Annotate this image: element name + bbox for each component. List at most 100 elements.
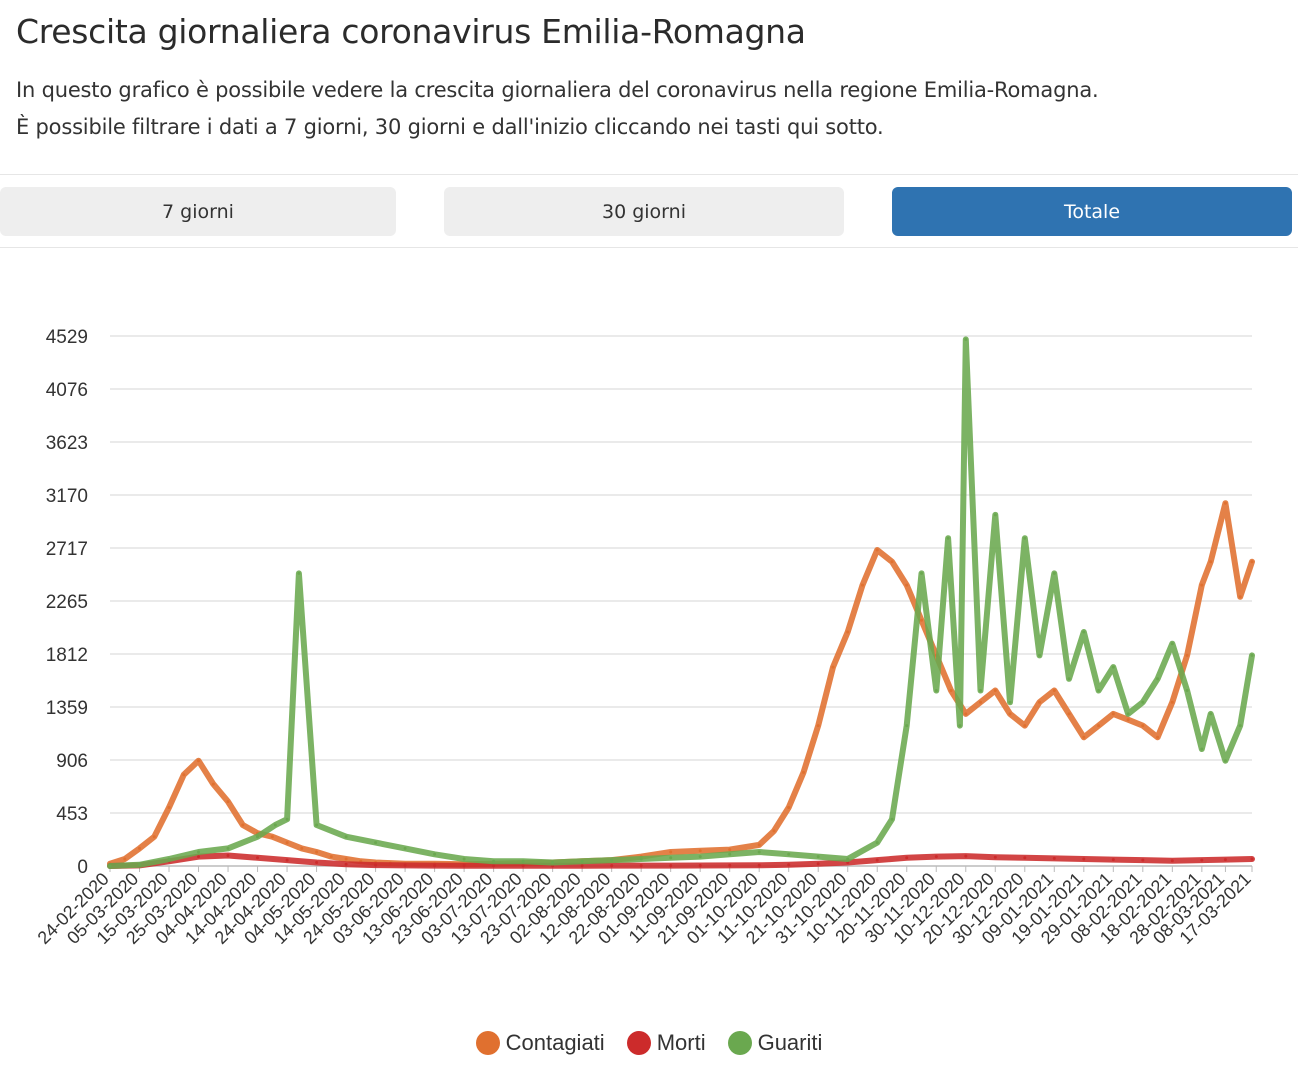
data-point-guariti — [1156, 677, 1160, 681]
data-point-morti — [1170, 859, 1174, 863]
y-tick-label: 3623 — [46, 433, 88, 454]
data-point-morti — [580, 864, 584, 868]
data-point-guariti — [108, 864, 112, 868]
data-point-guariti — [315, 823, 319, 827]
data-point-guariti — [197, 850, 200, 854]
data-point-contagiati — [1052, 689, 1056, 692]
series-lines — [107, 336, 1255, 869]
data-point-morti — [875, 858, 879, 862]
data-point-morti — [1250, 857, 1254, 861]
data-point-morti — [757, 863, 761, 867]
data-point-guariti — [273, 823, 277, 827]
data-point-guariti — [551, 861, 555, 864]
data-point-contagiati — [152, 835, 156, 839]
data-point-guariti — [1170, 642, 1174, 646]
data-point-morti — [197, 855, 200, 859]
data-point-contagiati — [123, 857, 127, 861]
data-point-contagiati — [1238, 595, 1242, 599]
data-point-contagiati — [1023, 724, 1027, 728]
y-tick-label: 906 — [56, 751, 88, 772]
legend-swatch-contagiati — [475, 1031, 500, 1055]
data-point-morti — [344, 862, 348, 866]
data-point-guariti — [979, 689, 982, 692]
legend-item-morti[interactable]: Morti — [626, 1030, 706, 1056]
data-point-guariti — [946, 536, 950, 540]
data-point-contagiati — [1223, 501, 1227, 505]
y-axis: 0 453 906 1359 1812 2265 2717 3170 3623 4076 4529 — [46, 327, 88, 878]
data-point-guariti — [728, 852, 732, 856]
y-tick-label: 1359 — [46, 698, 88, 719]
data-point-guariti — [1185, 689, 1189, 692]
data-point-contagiati — [1126, 718, 1130, 722]
data-point-morti — [1052, 856, 1056, 860]
data-point-contagiati — [1170, 700, 1174, 704]
data-point-guariti — [787, 852, 791, 856]
data-point-contagiati — [182, 773, 186, 777]
y-tick-label: 2265 — [46, 592, 88, 613]
data-point-contagiati — [846, 630, 850, 634]
data-point-guariti — [1082, 630, 1086, 634]
data-point-guariti — [403, 846, 407, 850]
data-point-guariti — [1200, 747, 1204, 751]
data-point-guariti — [344, 835, 348, 839]
data-point-morti — [492, 864, 496, 868]
data-point-contagiati — [1097, 724, 1101, 728]
data-point-morti — [403, 863, 407, 867]
data-point-contagiati — [772, 829, 776, 833]
data-point-contagiati — [1141, 724, 1145, 728]
legend-label-contagiati: Contagiati — [505, 1030, 605, 1055]
filter-total-button[interactable]: Totale — [892, 187, 1292, 236]
data-point-guariti — [285, 817, 289, 821]
data-point-guariti — [1238, 724, 1242, 728]
data-point-contagiati — [816, 724, 820, 728]
data-point-contagiati — [300, 846, 304, 850]
series-line-guariti — [107, 336, 1255, 869]
legend-item-guariti[interactable]: Guariti — [727, 1030, 822, 1056]
data-point-contagiati — [1156, 735, 1160, 739]
data-point-morti — [639, 864, 643, 868]
data-point-morti — [1141, 858, 1145, 862]
data-point-contagiati — [979, 700, 982, 704]
data-point-contagiati — [875, 548, 879, 552]
legend-item-contagiati[interactable]: Contagiati — [475, 1030, 605, 1056]
data-point-contagiati — [315, 850, 319, 854]
y-tick-label: 3170 — [46, 486, 88, 507]
grid-lines — [110, 335, 1252, 867]
data-point-contagiati — [1082, 735, 1086, 739]
data-point-guariti — [757, 850, 761, 854]
description-line-1: In questo grafico è possibile vedere la … — [16, 78, 1099, 102]
data-point-contagiati — [138, 846, 141, 850]
data-point-contagiati — [226, 800, 230, 804]
data-point-guariti — [920, 571, 923, 575]
data-point-guariti — [669, 856, 673, 860]
data-point-contagiati — [831, 665, 835, 669]
data-point-morti — [226, 854, 230, 857]
series-line-morti — [107, 852, 1255, 869]
growth-line-chart: 045390613591812226527173170362340764529 … — [34, 327, 1255, 948]
data-point-contagiati — [1185, 653, 1189, 657]
data-point-morti — [1111, 858, 1115, 862]
filter-7-days-button[interactable]: 7 giorni — [0, 187, 396, 236]
data-point-morti — [669, 864, 673, 868]
data-point-morti — [993, 855, 997, 859]
data-point-contagiati — [890, 560, 894, 564]
page-title: Crescita giornaliera coronavirus Emilia-… — [16, 12, 806, 51]
data-point-guariti — [1008, 700, 1012, 704]
y-tick-label: 1812 — [46, 645, 88, 666]
description-line-2: È possibile filtrare i dati a 7 giorni, … — [16, 115, 884, 139]
y-tick-label: 0 — [77, 857, 88, 878]
data-point-contagiati — [1038, 700, 1041, 704]
data-point-guariti — [521, 859, 525, 863]
data-point-morti — [1023, 856, 1027, 860]
filter-30-days-button[interactable]: 30 giorni — [444, 187, 844, 236]
data-point-contagiati — [1250, 560, 1254, 564]
y-tick-label: 2717 — [46, 539, 88, 560]
x-axis: 24-02-202005-03-202015-03-202025-03-2020… — [34, 866, 1255, 948]
data-point-morti — [610, 864, 614, 868]
data-point-morti — [816, 862, 820, 866]
data-point-guariti — [905, 724, 909, 728]
data-point-morti — [698, 864, 702, 867]
data-point-guariti — [462, 857, 466, 861]
data-point-contagiati — [270, 835, 274, 839]
data-point-contagiati — [344, 857, 348, 861]
